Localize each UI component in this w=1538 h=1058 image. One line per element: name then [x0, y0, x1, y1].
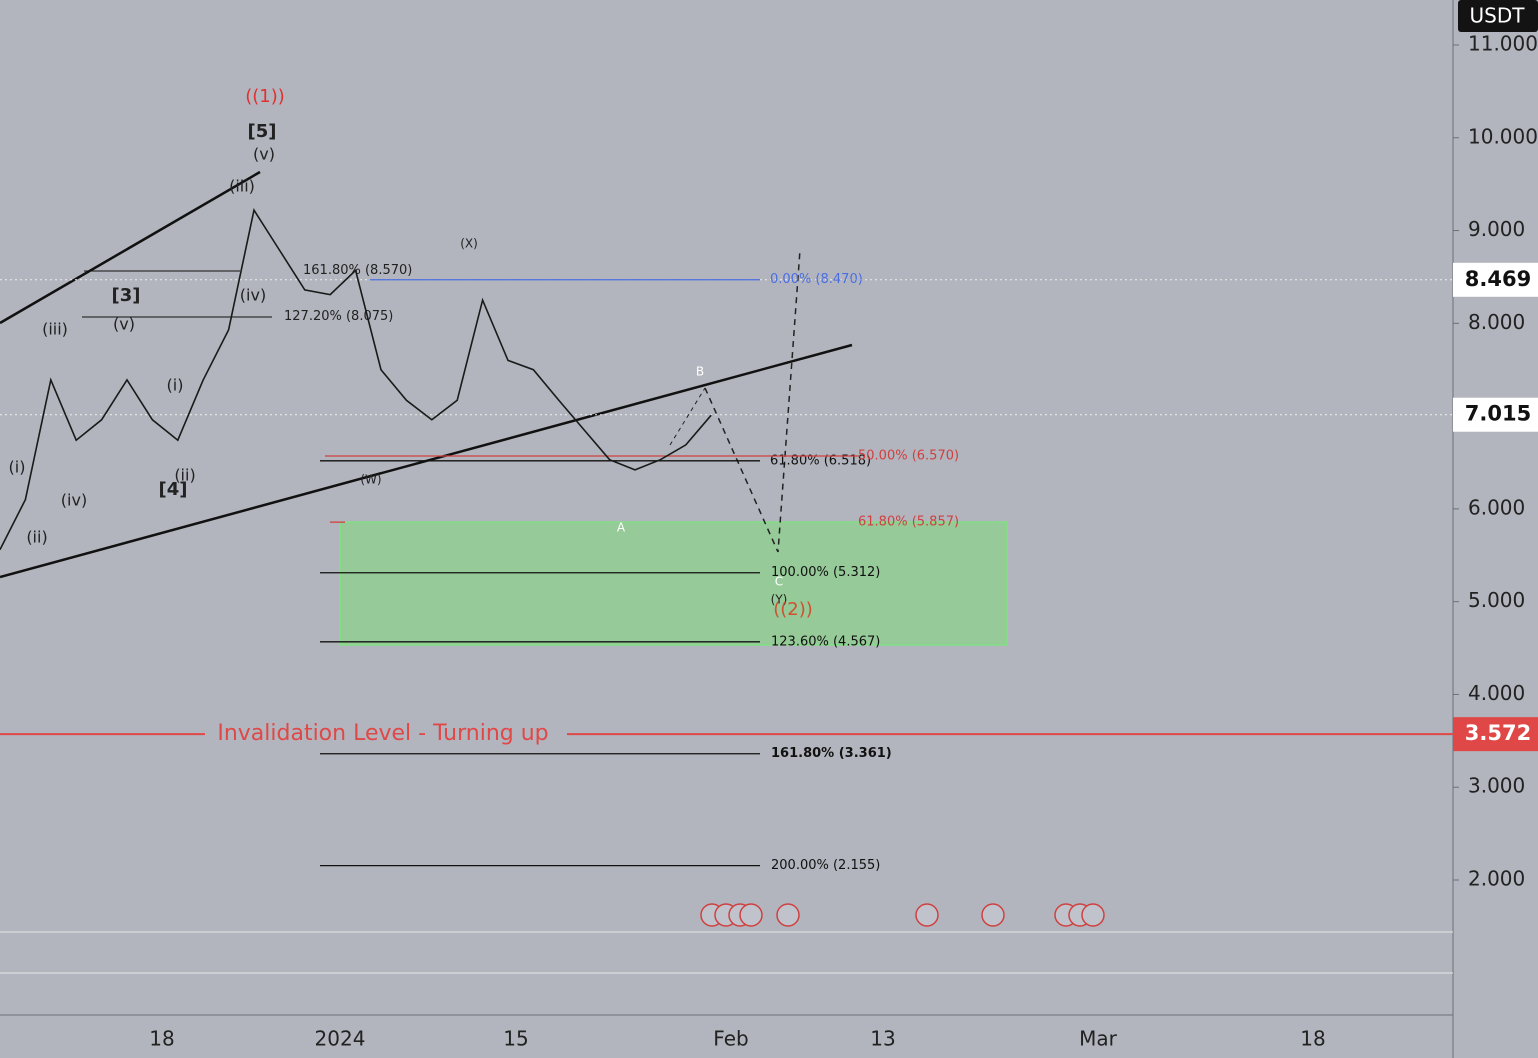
y-tick-label: 5.000	[1468, 588, 1525, 612]
x-tick-label: Mar	[1079, 1027, 1118, 1051]
y-tick-label: 11.000	[1468, 31, 1538, 55]
price-path	[0, 208, 712, 551]
y-tick-label: 2.000	[1468, 867, 1525, 891]
fib-label: 0.00% (8.470)	[770, 272, 863, 287]
wave-label: (i)	[9, 458, 26, 477]
wave-label: (i)	[167, 376, 184, 395]
currency-badge[interactable]	[1458, 0, 1538, 32]
wave-label: (Y)	[771, 593, 788, 607]
wave-label: [4]	[159, 479, 188, 500]
wave-label: (ii)	[26, 528, 47, 547]
fib-label: 127.20% (8.075)	[284, 309, 393, 324]
wave-label: (v)	[253, 145, 275, 164]
fib-label: 100.00% (5.312)	[771, 565, 880, 580]
y-tick-label: 8.000	[1468, 310, 1525, 334]
fib-label: 50.00% (6.570)	[858, 448, 959, 463]
fib-label: 123.60% (4.567)	[771, 634, 880, 649]
projection	[669, 387, 706, 446]
y-tick-label: 6.000	[1468, 495, 1525, 519]
price-tag-label: 7.015	[1465, 402, 1531, 426]
x-tick-label: Feb	[713, 1027, 748, 1051]
y-tick-label: 10.000	[1468, 124, 1538, 148]
target-zone	[339, 521, 1008, 646]
price-tag	[1453, 717, 1538, 752]
wave-label: (iii)	[42, 320, 68, 339]
wave-label: (v)	[113, 315, 135, 334]
fib-label: 161.80% (8.570)	[303, 263, 412, 278]
wave-label: (ii)	[174, 466, 195, 485]
y-tick-label: 3.000	[1468, 774, 1525, 798]
x-tick-label: 18	[149, 1027, 174, 1051]
trendline	[0, 170, 261, 325]
wave-label: (W)	[360, 473, 381, 487]
wave-label: B	[696, 365, 704, 379]
wave-label: (X)	[460, 237, 478, 251]
wave-label: (iii)	[229, 177, 255, 196]
wave-label: (iv)	[61, 491, 87, 510]
event-icons	[700, 903, 1105, 927]
fib-label: 61.80% (5.857)	[858, 515, 959, 530]
price-tag	[1453, 262, 1538, 297]
x-tick-label: 15	[503, 1027, 528, 1051]
wave-label: C	[775, 575, 783, 589]
wave-label: [5]	[248, 121, 277, 142]
projection	[704, 249, 801, 553]
wave-label: A	[617, 521, 626, 535]
y-tick-label: 4.000	[1468, 681, 1525, 705]
wave-label: ((1))	[245, 86, 285, 107]
invalidation-label: Invalidation Level - Turning up	[217, 721, 548, 746]
wave-label: ((2))	[773, 599, 813, 620]
wave-label: [3]	[112, 285, 141, 306]
price-tag-label: 8.469	[1465, 267, 1531, 291]
currency-label[interactable]: USDT	[1470, 4, 1526, 28]
price-tag	[1453, 397, 1538, 432]
wave-label: (iv)	[240, 286, 266, 305]
y-tick-label: 9.000	[1468, 217, 1525, 241]
price-tag-label: 3.572	[1465, 721, 1531, 745]
fib-label: 61.80% (6.518)	[770, 453, 871, 468]
x-tick-label: 13	[870, 1027, 895, 1051]
x-tick-label: 18	[1300, 1027, 1325, 1051]
fib-label: 161.80% (3.361)	[771, 746, 892, 761]
fib-label: 200.00% (2.155)	[771, 858, 880, 873]
x-tick-label: 2024	[315, 1027, 366, 1051]
